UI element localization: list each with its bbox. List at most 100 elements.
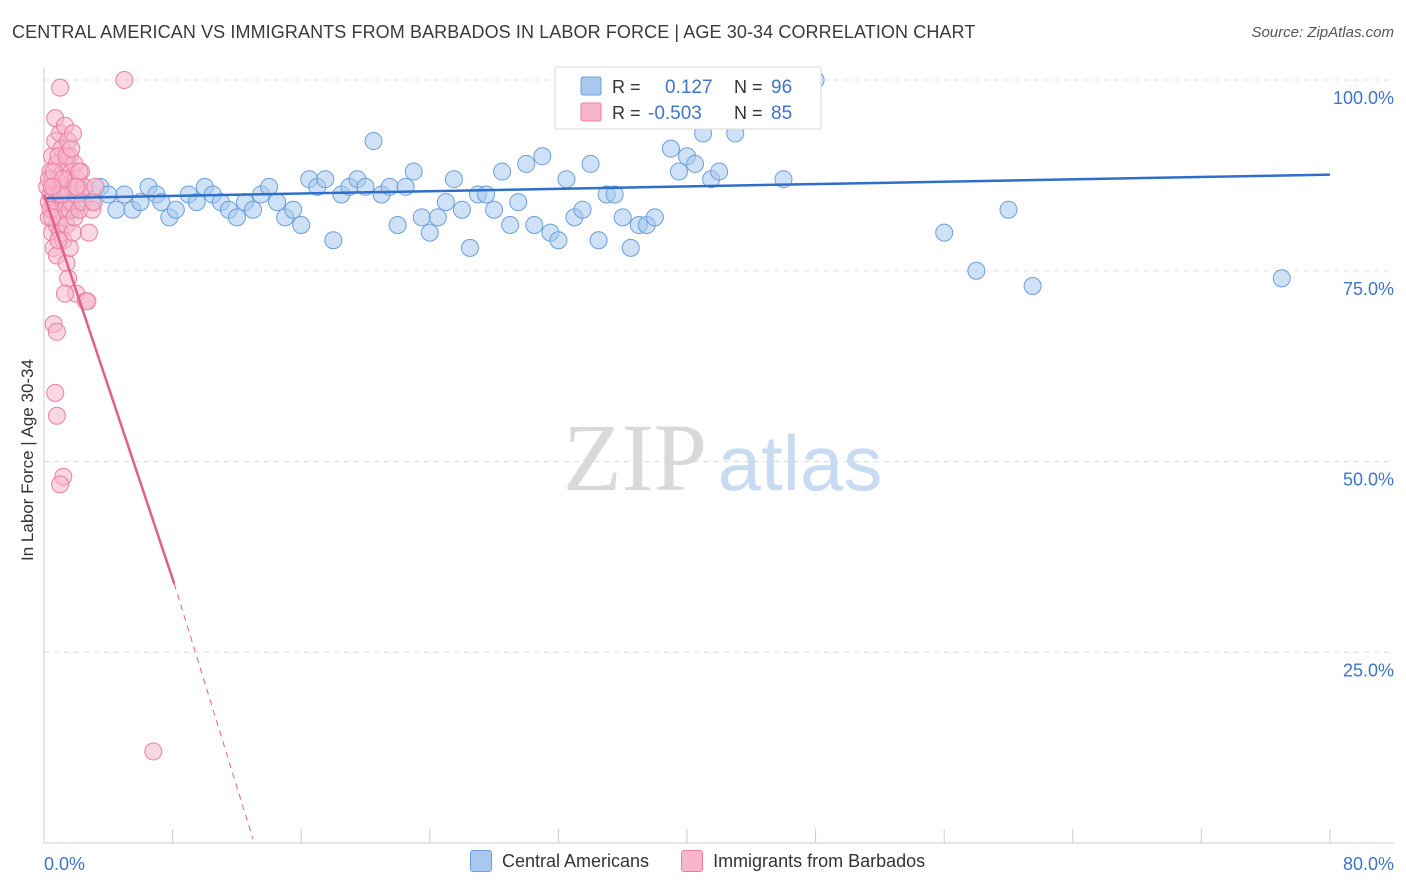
data-point xyxy=(452,200,471,219)
data-point xyxy=(412,208,431,227)
data-point xyxy=(428,208,447,227)
trend-line-central-americans xyxy=(43,173,1331,200)
data-point xyxy=(420,223,439,242)
y-tick-label: 100.0% xyxy=(1333,88,1394,108)
y-tick-label: 75.0% xyxy=(1343,279,1394,299)
watermark-atlas: atlas xyxy=(718,419,883,507)
data-point xyxy=(549,231,568,250)
legend-label-immigrants-barbados: Immigrants from Barbados xyxy=(713,850,926,871)
legend-swatch-pink xyxy=(681,850,704,872)
data-point xyxy=(477,185,496,204)
data-point xyxy=(967,261,986,280)
data-point xyxy=(46,383,65,402)
data-point xyxy=(589,231,608,250)
data-point xyxy=(621,238,640,257)
stats-r-value-pink: -0.503 xyxy=(648,103,702,124)
data-point xyxy=(86,177,105,196)
data-point xyxy=(115,71,134,89)
data-point xyxy=(70,162,89,181)
data-point xyxy=(509,193,528,212)
trend-line-extension xyxy=(173,583,254,840)
stats-box: R = 0.127 N = 96 R = -0.503 N = 85 xyxy=(554,66,822,130)
stats-n-label-pink: N = xyxy=(734,103,763,123)
stats-n-value-blue: 96 xyxy=(771,77,792,98)
data-point xyxy=(404,162,423,181)
data-point xyxy=(605,185,624,204)
data-point xyxy=(115,185,134,204)
data-point xyxy=(80,223,99,242)
data-point xyxy=(63,124,82,143)
data-point xyxy=(166,200,185,219)
data-point xyxy=(227,208,246,227)
legend-swatch-blue xyxy=(470,850,492,872)
data-point xyxy=(152,193,171,212)
data-point xyxy=(47,406,66,425)
data-point xyxy=(55,284,74,303)
watermark: ZIP atlas xyxy=(563,404,882,511)
data-point xyxy=(517,154,536,173)
data-point xyxy=(645,208,664,227)
y-tick-label: 25.0% xyxy=(1343,660,1394,680)
legend-item-immigrants-barbados: Immigrants from Barbados xyxy=(681,850,925,872)
series-immigrants-barbados xyxy=(38,71,163,761)
data-point xyxy=(284,200,303,219)
data-point xyxy=(573,200,592,219)
y-tick-label: 50.0% xyxy=(1343,470,1394,490)
data-point xyxy=(62,139,81,158)
data-point xyxy=(67,177,86,196)
legend-item-central-americans: Central Americans xyxy=(470,850,649,872)
chart-title: CENTRAL AMERICAN VS IMMIGRANTS FROM BARB… xyxy=(12,22,976,42)
data-point xyxy=(485,200,504,219)
trend-lines xyxy=(42,173,1331,840)
data-point xyxy=(493,162,512,181)
data-point xyxy=(1272,269,1291,288)
trend-line-immigrants-barbados xyxy=(42,194,176,584)
data-point xyxy=(613,208,632,227)
stats-swatch-blue xyxy=(580,76,602,96)
source-label: Source: ZipAtlas.com xyxy=(1251,24,1394,41)
stats-r-value-blue: 0.127 xyxy=(665,77,713,98)
data-point xyxy=(316,170,335,189)
data-point xyxy=(364,132,383,151)
tick-labels: 100.0% 75.0% 50.0% 25.0% 0.0% 80.0% xyxy=(44,88,1394,874)
data-point xyxy=(324,231,343,250)
axes xyxy=(43,68,1394,844)
data-point xyxy=(268,193,287,212)
data-point xyxy=(661,139,680,158)
data-point xyxy=(935,223,954,242)
x-tick-label: 0.0% xyxy=(44,854,85,874)
data-point xyxy=(43,177,62,196)
data-point xyxy=(388,215,407,234)
stats-r-label-blue: R = xyxy=(612,77,641,97)
y-axis-label: In Labor Force | Age 30-34 xyxy=(18,359,37,561)
data-point xyxy=(525,215,544,234)
data-point xyxy=(686,154,705,173)
data-point xyxy=(187,193,206,212)
data-point xyxy=(444,170,463,189)
data-point xyxy=(47,322,66,341)
data-point xyxy=(243,200,262,219)
stats-r-label-pink: R = xyxy=(612,103,641,123)
stats-n-value-pink: 85 xyxy=(771,103,792,124)
stats-swatch-pink xyxy=(580,102,602,122)
data-point xyxy=(557,170,576,189)
data-point xyxy=(460,238,479,257)
x-tick-label: 80.0% xyxy=(1343,854,1394,874)
data-point xyxy=(51,475,70,494)
data-point xyxy=(1023,277,1042,296)
stats-n-label-blue: N = xyxy=(734,77,763,97)
data-point xyxy=(436,193,455,212)
data-point xyxy=(669,162,688,181)
data-point xyxy=(581,154,600,173)
legend: Central Americans Immigrants from Barbad… xyxy=(470,850,957,872)
data-point xyxy=(144,742,163,761)
data-point xyxy=(131,193,150,212)
data-point xyxy=(501,215,520,234)
data-point xyxy=(51,78,70,97)
data-point xyxy=(533,147,552,166)
data-point xyxy=(292,215,311,234)
data-point xyxy=(107,200,126,219)
watermark-zip: ZIP xyxy=(563,404,707,511)
data-point xyxy=(999,200,1018,219)
